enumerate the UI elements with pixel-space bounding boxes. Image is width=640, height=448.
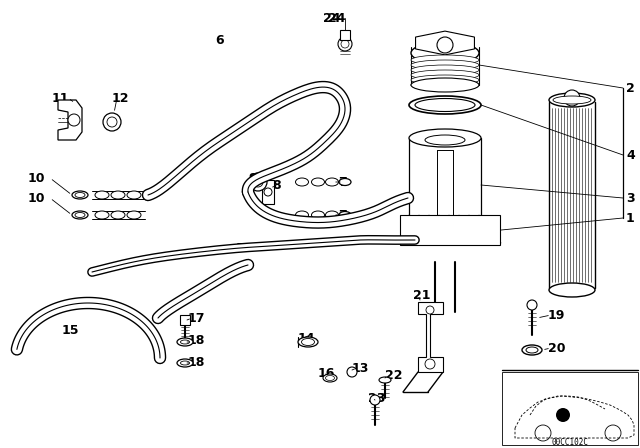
Text: 11: 11 xyxy=(52,91,70,104)
Ellipse shape xyxy=(526,347,538,353)
Polygon shape xyxy=(415,31,474,55)
Circle shape xyxy=(437,37,453,53)
Text: 5: 5 xyxy=(236,241,244,254)
Text: 10: 10 xyxy=(28,191,45,204)
Ellipse shape xyxy=(409,129,481,147)
Text: 9: 9 xyxy=(248,172,257,185)
Ellipse shape xyxy=(411,55,479,65)
Text: 12: 12 xyxy=(112,91,129,104)
Ellipse shape xyxy=(379,377,391,383)
Ellipse shape xyxy=(339,178,351,185)
Text: 1: 1 xyxy=(626,211,635,224)
Ellipse shape xyxy=(409,223,481,241)
Text: 13: 13 xyxy=(352,362,369,375)
Text: 7: 7 xyxy=(338,176,347,189)
Text: 18: 18 xyxy=(188,356,205,369)
Circle shape xyxy=(556,408,570,422)
Ellipse shape xyxy=(127,191,141,199)
Ellipse shape xyxy=(177,359,193,367)
Polygon shape xyxy=(180,315,190,325)
Text: 8: 8 xyxy=(272,178,280,191)
Ellipse shape xyxy=(312,178,324,186)
Ellipse shape xyxy=(339,211,351,219)
Polygon shape xyxy=(58,100,82,140)
Text: 7: 7 xyxy=(338,208,347,221)
Circle shape xyxy=(370,395,380,405)
Text: 4: 4 xyxy=(626,148,635,161)
Ellipse shape xyxy=(72,191,88,199)
Ellipse shape xyxy=(425,135,465,145)
Ellipse shape xyxy=(180,340,189,344)
Circle shape xyxy=(68,114,80,126)
Ellipse shape xyxy=(75,212,85,217)
Circle shape xyxy=(264,188,272,196)
Text: 2: 2 xyxy=(626,82,635,95)
Circle shape xyxy=(249,173,267,191)
Ellipse shape xyxy=(522,345,542,355)
Ellipse shape xyxy=(411,60,479,70)
Text: 20: 20 xyxy=(548,341,566,354)
Text: 22: 22 xyxy=(385,369,403,382)
Ellipse shape xyxy=(296,211,308,219)
Polygon shape xyxy=(400,215,500,245)
Ellipse shape xyxy=(549,283,595,297)
Polygon shape xyxy=(340,30,350,40)
Circle shape xyxy=(338,37,352,51)
Ellipse shape xyxy=(553,96,591,104)
Ellipse shape xyxy=(411,42,479,64)
Ellipse shape xyxy=(411,80,479,90)
Ellipse shape xyxy=(177,338,193,346)
Ellipse shape xyxy=(298,337,318,347)
Ellipse shape xyxy=(411,78,479,92)
Circle shape xyxy=(527,300,537,310)
Text: 3: 3 xyxy=(626,191,635,204)
Ellipse shape xyxy=(411,75,479,85)
Text: 18: 18 xyxy=(188,333,205,346)
Circle shape xyxy=(341,40,349,48)
Ellipse shape xyxy=(326,375,335,380)
Polygon shape xyxy=(262,180,274,204)
Circle shape xyxy=(347,367,357,377)
Text: 24: 24 xyxy=(328,12,346,25)
Ellipse shape xyxy=(326,211,339,219)
Text: 00CC102C: 00CC102C xyxy=(552,438,589,447)
Text: 16: 16 xyxy=(318,366,335,379)
Text: 14: 14 xyxy=(298,332,316,345)
Text: 24: 24 xyxy=(323,12,340,25)
Circle shape xyxy=(253,177,263,187)
Ellipse shape xyxy=(323,374,337,382)
Text: 6: 6 xyxy=(215,34,223,47)
Ellipse shape xyxy=(326,178,339,186)
Ellipse shape xyxy=(95,191,109,199)
Ellipse shape xyxy=(415,99,475,112)
Text: 23: 23 xyxy=(368,392,385,405)
Text: 10: 10 xyxy=(28,172,45,185)
Text: 17: 17 xyxy=(188,311,205,324)
Ellipse shape xyxy=(301,339,314,345)
Ellipse shape xyxy=(111,191,125,199)
Ellipse shape xyxy=(296,178,308,186)
Circle shape xyxy=(107,117,117,127)
Ellipse shape xyxy=(409,96,481,114)
Polygon shape xyxy=(502,372,638,445)
Circle shape xyxy=(564,90,580,106)
Ellipse shape xyxy=(411,65,479,75)
Ellipse shape xyxy=(549,93,595,107)
Text: 15: 15 xyxy=(62,323,79,336)
Ellipse shape xyxy=(75,193,85,198)
Ellipse shape xyxy=(72,211,88,219)
Ellipse shape xyxy=(180,361,189,365)
Ellipse shape xyxy=(95,211,109,219)
Ellipse shape xyxy=(127,211,141,219)
Ellipse shape xyxy=(111,211,125,219)
Circle shape xyxy=(103,113,121,131)
Ellipse shape xyxy=(411,70,479,80)
Circle shape xyxy=(426,306,434,314)
Text: 19: 19 xyxy=(548,309,565,322)
Text: 21: 21 xyxy=(413,289,431,302)
Polygon shape xyxy=(418,302,443,372)
Ellipse shape xyxy=(312,211,324,219)
Circle shape xyxy=(425,359,435,369)
